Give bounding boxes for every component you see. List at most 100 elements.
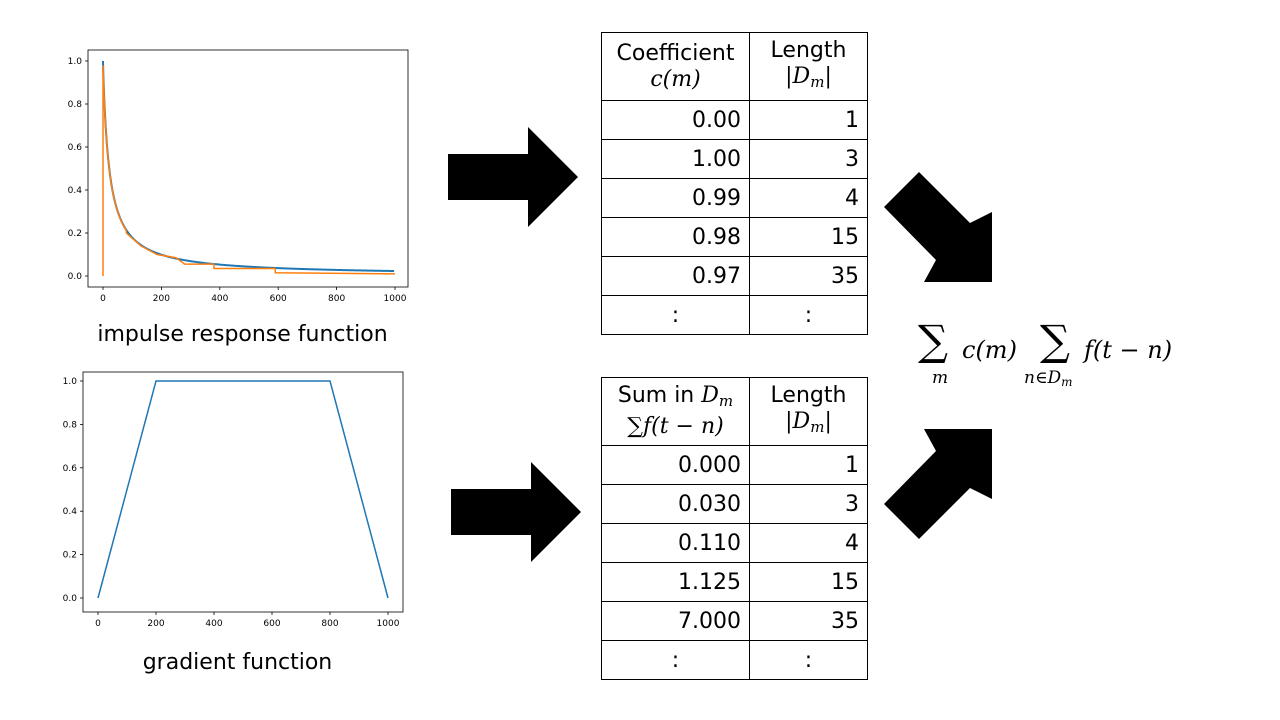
coefficient-term: c(m) bbox=[962, 336, 1017, 364]
coefficient-table-row: 1.00 3 bbox=[601, 139, 868, 179]
sum-table-value-cell: : bbox=[601, 640, 750, 680]
coefficient-table-length-cell: 3 bbox=[749, 139, 868, 179]
impulse-xtick-label: 0 bbox=[100, 294, 106, 304]
coefficient-table-row: 0.00 1 bbox=[601, 100, 868, 140]
gradient-xtick-label: 600 bbox=[263, 619, 280, 629]
coefficient-table-row: 0.99 4 bbox=[601, 178, 868, 218]
sum-header-subscript: m bbox=[718, 392, 734, 410]
gradient-chart-frame bbox=[82, 371, 404, 613]
right-arrow-top bbox=[448, 127, 578, 227]
impulse-xtick-label: 400 bbox=[211, 294, 228, 304]
impulse-xtick-label: 200 bbox=[153, 294, 170, 304]
gradient-ytick-label: 0.8 bbox=[63, 420, 78, 430]
length-header-label: Length bbox=[770, 38, 847, 63]
inner-sum-index: n∈Dm bbox=[1024, 368, 1073, 389]
sum-table-row: 7.000 35 bbox=[601, 601, 868, 641]
gradient-xtick-label: 1000 bbox=[377, 619, 400, 629]
sum-table-row: 1.125 15 bbox=[601, 562, 868, 602]
length-header-2: Length |Dm| bbox=[749, 377, 868, 446]
coefficient-header-label: Coefficient bbox=[616, 40, 735, 66]
length-header-symbol: |D bbox=[785, 64, 811, 89]
gradient-xtick-label: 200 bbox=[147, 619, 164, 629]
impulse-series-blue bbox=[102, 60, 395, 273]
gradient-xtick-label: 800 bbox=[321, 619, 338, 629]
sum-table-row: 0.030 3 bbox=[601, 484, 868, 524]
coefficient-table-length-cell: 1 bbox=[749, 100, 868, 140]
gradient-ytick-label: 1.0 bbox=[63, 377, 78, 387]
gradient-ytick-label: 0.2 bbox=[63, 551, 77, 561]
impulse-response-chart: 0.0 0.2 0.4 0.6 0.8 1.0 0 200 400 600 800 1000 bbox=[68, 49, 409, 304]
sum-table-length-cell: 35 bbox=[749, 601, 868, 641]
coefficient-table-length-cell: : bbox=[749, 295, 868, 335]
gradient-xtick-label: 0 bbox=[95, 619, 101, 629]
sum-table-row: 0.000 1 bbox=[601, 445, 868, 485]
sum-table-length-cell: : bbox=[749, 640, 868, 680]
outer-sum-index: m bbox=[932, 368, 949, 388]
gradient-ytick-label: 0.6 bbox=[63, 464, 78, 474]
impulse-xtick-label: 800 bbox=[328, 294, 345, 304]
impulse-ytick-label: 0.0 bbox=[68, 272, 83, 282]
coefficient-table-value-cell: 1.00 bbox=[601, 139, 750, 179]
coefficient-table-row: 0.97 35 bbox=[601, 256, 868, 296]
sum-table-length-cell: 15 bbox=[749, 562, 868, 602]
diagonal-arrow-down-right bbox=[884, 172, 992, 282]
impulse-ytick-label: 1.0 bbox=[68, 57, 83, 67]
coefficient-table-value-cell: : bbox=[601, 295, 750, 335]
coefficient-table-header: Coefficient c(m) Length |Dm| bbox=[601, 32, 868, 101]
sum-table-length-cell: 3 bbox=[749, 484, 868, 524]
convolution-formula: ∑ m c(m) ∑ n∈Dm f(t − n) bbox=[918, 316, 1188, 392]
inner-sum-index-subscript: m bbox=[1061, 375, 1073, 389]
right-arrow-bottom bbox=[451, 462, 581, 562]
coefficient-table-row: 0.98 15 bbox=[601, 217, 868, 257]
impulse-ytick-label: 0.8 bbox=[68, 100, 83, 110]
coefficient-table-length-cell: 4 bbox=[749, 178, 868, 218]
impulse-xtick-label: 600 bbox=[270, 294, 287, 304]
coefficient-table-value-cell: 0.99 bbox=[601, 178, 750, 218]
inner-sum-symbol: ∑ bbox=[1040, 316, 1070, 365]
gradient-caption: gradient function bbox=[142, 650, 333, 675]
sum-header-label: Sum in bbox=[617, 383, 702, 408]
sum-table-length-cell: 4 bbox=[749, 523, 868, 563]
length-header-bar: | bbox=[824, 64, 832, 89]
impulse-ytick-label: 0.2 bbox=[68, 229, 82, 239]
impulse-chart-frame bbox=[87, 49, 409, 288]
sum-table-value-cell: 0.110 bbox=[601, 523, 750, 563]
length-header-2-bar: | bbox=[824, 409, 832, 434]
impulse-xtick-label: 1000 bbox=[384, 294, 407, 304]
sum-table-row: :: bbox=[601, 640, 868, 680]
sum-table-value-cell: 0.030 bbox=[601, 484, 750, 524]
sum-header-expression: ∑f(t − n) bbox=[627, 414, 724, 439]
length-header-subscript: m bbox=[810, 73, 825, 91]
sum-table-value-cell: 7.000 bbox=[601, 601, 750, 641]
coefficient-table-row: :: bbox=[601, 295, 868, 335]
coefficient-header: Coefficient c(m) bbox=[601, 32, 750, 101]
impulse-ytick-label: 0.4 bbox=[68, 186, 83, 196]
gradient-term: f(t − n) bbox=[1084, 336, 1173, 364]
sum-table-length-cell: 1 bbox=[749, 445, 868, 485]
coefficient-table-value-cell: 0.98 bbox=[601, 217, 750, 257]
coefficient-table: Coefficient c(m) Length |Dm| 0.00 1 1.00 3 0… bbox=[601, 32, 868, 335]
sum-table-header: Sum in Dm ∑f(t − n) Length |Dm| bbox=[601, 377, 868, 446]
coefficient-table-length-cell: 15 bbox=[749, 217, 868, 257]
impulse-caption: impulse response function bbox=[97, 322, 388, 347]
inner-sum-index-main: n∈D bbox=[1024, 368, 1062, 388]
impulse-series-orange bbox=[102, 65, 396, 276]
sum-table-value-cell: 0.000 bbox=[601, 445, 750, 485]
coefficient-header-symbol: c(m) bbox=[650, 66, 701, 92]
sum-table-row: 0.110 4 bbox=[601, 523, 868, 563]
gradient-chart: 0.0 0.2 0.4 0.6 0.8 1.0 0 200 400 600 800 1000 bbox=[63, 371, 404, 629]
coefficient-table-length-cell: 35 bbox=[749, 256, 868, 296]
length-header: Length |Dm| bbox=[749, 32, 868, 101]
gradient-xtick-label: 400 bbox=[205, 619, 222, 629]
length-header-2-symbol: |D bbox=[785, 409, 811, 434]
gradient-ytick-label: 0.0 bbox=[63, 594, 78, 604]
sum-header-D: D bbox=[701, 383, 719, 408]
gradient-series bbox=[97, 380, 389, 599]
sum-table: Sum in Dm ∑f(t − n) Length |Dm| 0.000 1 0.… bbox=[601, 377, 868, 680]
diagonal-arrow-up-right bbox=[884, 429, 992, 539]
sum-table-value-cell: 1.125 bbox=[601, 562, 750, 602]
outer-sum-symbol: ∑ bbox=[918, 316, 948, 365]
coefficient-table-value-cell: 0.97 bbox=[601, 256, 750, 296]
length-header-2-label: Length bbox=[770, 383, 847, 408]
length-header-2-subscript: m bbox=[810, 418, 825, 436]
